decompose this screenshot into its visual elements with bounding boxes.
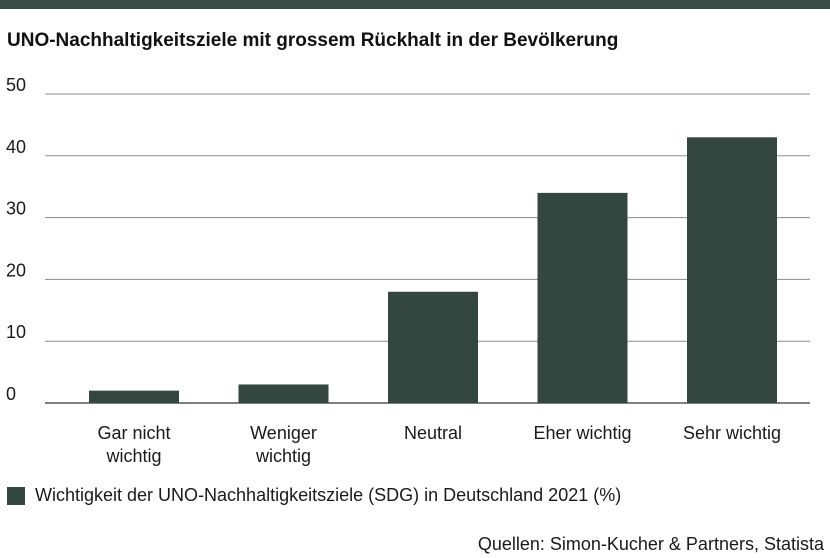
bar-chart: 0 10 20 30 40 50 Gar nicht wichtig Weniger wicht… bbox=[6, 75, 810, 466]
y-tick-label: 20 bbox=[6, 260, 26, 280]
x-tick-label: Eher wichtig bbox=[533, 423, 631, 443]
x-tick-label: Gar nicht wichtig bbox=[97, 423, 170, 466]
x-axis-labels: Gar nicht wichtig Weniger wichtig Neutral Ehe… bbox=[97, 423, 781, 466]
bar bbox=[687, 137, 777, 403]
bar bbox=[238, 384, 329, 403]
y-axis-ticks: 0 10 20 30 40 50 bbox=[6, 75, 26, 404]
legend-label: Wichtigkeit der UNO-Nachhaltigkeitsziele… bbox=[35, 485, 622, 505]
x-tick-label: Weniger wichtig bbox=[250, 423, 317, 466]
top-rule bbox=[0, 0, 830, 9]
y-tick-label: 40 bbox=[6, 137, 26, 157]
y-tick-label: 0 bbox=[6, 384, 16, 404]
y-tick-label: 10 bbox=[6, 322, 26, 342]
chart-title: UNO-Nachhaltigkeitsziele mit grossem Rüc… bbox=[7, 30, 619, 51]
bar bbox=[89, 390, 179, 403]
x-tick-label: Neutral bbox=[404, 423, 462, 443]
y-tick-label: 50 bbox=[6, 75, 26, 95]
y-tick-label: 30 bbox=[6, 199, 26, 219]
source-note: Quellen: Simon-Kucher & Partners, Statis… bbox=[477, 534, 824, 554]
legend-swatch bbox=[7, 486, 25, 505]
bars bbox=[89, 137, 777, 403]
x-tick-label: Sehr wichtig bbox=[683, 423, 781, 443]
bar bbox=[388, 291, 478, 403]
bar bbox=[537, 192, 628, 403]
legend: Wichtigkeit der UNO-Nachhaltigkeitsziele… bbox=[7, 485, 621, 506]
